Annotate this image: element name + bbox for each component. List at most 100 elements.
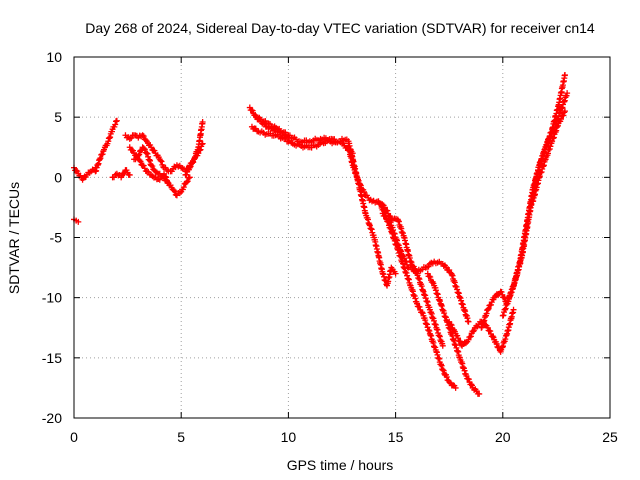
data-point-run bbox=[162, 164, 170, 173]
data-point-run bbox=[549, 122, 561, 142]
data-point-run bbox=[247, 107, 259, 119]
data-point-run bbox=[440, 262, 454, 276]
series-arc-u bbox=[499, 90, 571, 319]
data-point-run bbox=[513, 254, 525, 281]
data-point-run bbox=[440, 367, 452, 384]
data-point-run bbox=[308, 135, 322, 145]
data-point-run bbox=[265, 124, 280, 134]
data-point-run bbox=[291, 141, 303, 149]
data-point-run bbox=[149, 146, 158, 154]
data-point-run bbox=[149, 173, 157, 181]
data-point-run bbox=[153, 152, 162, 161]
data-point-run bbox=[457, 357, 469, 378]
x-tick-label: 20 bbox=[495, 429, 511, 445]
data-point-run bbox=[101, 140, 111, 151]
data-point bbox=[476, 390, 483, 397]
data-point-run bbox=[157, 157, 167, 170]
data-point bbox=[186, 174, 193, 181]
data-point-run bbox=[433, 326, 446, 347]
data-point-run bbox=[140, 145, 149, 156]
data-point-run bbox=[350, 164, 362, 184]
data-point-run bbox=[414, 303, 426, 317]
data-point-run bbox=[127, 146, 136, 154]
data-point-run bbox=[371, 236, 382, 256]
data-point-run bbox=[500, 295, 512, 319]
data-point bbox=[139, 132, 146, 139]
data-point bbox=[564, 90, 571, 97]
grid-lines bbox=[74, 57, 610, 418]
y-tick-label: 10 bbox=[46, 49, 62, 65]
data-point bbox=[126, 171, 133, 178]
data-point-run bbox=[111, 171, 119, 181]
data-point-run bbox=[478, 307, 491, 331]
data-point-run bbox=[485, 296, 497, 312]
y-axis-label: SDTVAR / TECUs bbox=[6, 182, 22, 294]
data-point bbox=[75, 218, 82, 225]
data-point-run bbox=[389, 266, 398, 275]
data-point-run bbox=[401, 265, 413, 288]
data-point-run bbox=[128, 132, 136, 142]
data-point-run bbox=[195, 120, 206, 150]
series-arc-g bbox=[131, 144, 172, 187]
series-arc-s bbox=[446, 306, 517, 355]
data-point bbox=[465, 318, 472, 325]
data-point-run bbox=[317, 139, 329, 147]
data-point-run bbox=[448, 271, 463, 300]
data-point-run bbox=[170, 187, 179, 198]
data-point-run bbox=[145, 140, 154, 149]
data-point-run bbox=[453, 332, 465, 348]
data-point-run bbox=[506, 277, 519, 300]
data-point-run bbox=[282, 136, 295, 146]
data-point-run bbox=[397, 247, 411, 271]
data-point-run bbox=[183, 166, 192, 178]
data-point-run bbox=[421, 291, 433, 311]
data-point-run bbox=[427, 309, 439, 328]
series-arc-j bbox=[182, 140, 206, 178]
data-point-run bbox=[485, 327, 497, 341]
data-point-run bbox=[358, 193, 369, 216]
data-point-run bbox=[136, 147, 145, 158]
data-point-run bbox=[80, 173, 89, 181]
data-point-run bbox=[308, 142, 320, 151]
data-point-run bbox=[149, 163, 158, 174]
data-point-run bbox=[451, 337, 463, 361]
y-tick-label: -5 bbox=[50, 230, 63, 246]
data-point-run bbox=[539, 138, 551, 162]
data-point bbox=[332, 139, 339, 146]
series-arc-t bbox=[478, 72, 568, 331]
series-arc-p bbox=[375, 198, 459, 391]
y-tick-label: -15 bbox=[42, 350, 62, 366]
data-point-run bbox=[123, 167, 132, 178]
data-point-run bbox=[132, 132, 140, 139]
y-tick-label: 5 bbox=[54, 109, 62, 125]
data-point-run bbox=[384, 267, 394, 287]
data-point bbox=[113, 117, 120, 124]
data-point-run bbox=[466, 327, 478, 341]
x-tick-label: 25 bbox=[602, 429, 618, 445]
series-arc-n bbox=[339, 135, 399, 289]
data-point-run bbox=[543, 140, 555, 160]
data-point-run bbox=[460, 338, 471, 347]
series-arc-a bbox=[71, 216, 82, 225]
series-arc-f bbox=[126, 144, 163, 183]
data-point bbox=[148, 162, 155, 169]
series-arc-e bbox=[122, 132, 172, 175]
x-tick-label: 10 bbox=[281, 429, 297, 445]
data-point bbox=[484, 306, 491, 313]
series-arc-m bbox=[253, 114, 292, 141]
data-point-run bbox=[408, 284, 420, 305]
data-point bbox=[561, 108, 568, 115]
x-tick-label: 5 bbox=[177, 429, 185, 445]
data-point-run bbox=[297, 137, 312, 146]
series-arc-c bbox=[92, 117, 120, 175]
data-point-run bbox=[192, 152, 201, 161]
data-point-run bbox=[276, 128, 290, 140]
data-point bbox=[285, 134, 292, 141]
data-point-run bbox=[85, 169, 93, 176]
data-point-run bbox=[492, 290, 503, 299]
data-point-run bbox=[145, 168, 153, 178]
data-point-run bbox=[421, 315, 433, 334]
data-point-run bbox=[136, 157, 145, 168]
data-point-run bbox=[558, 92, 570, 112]
